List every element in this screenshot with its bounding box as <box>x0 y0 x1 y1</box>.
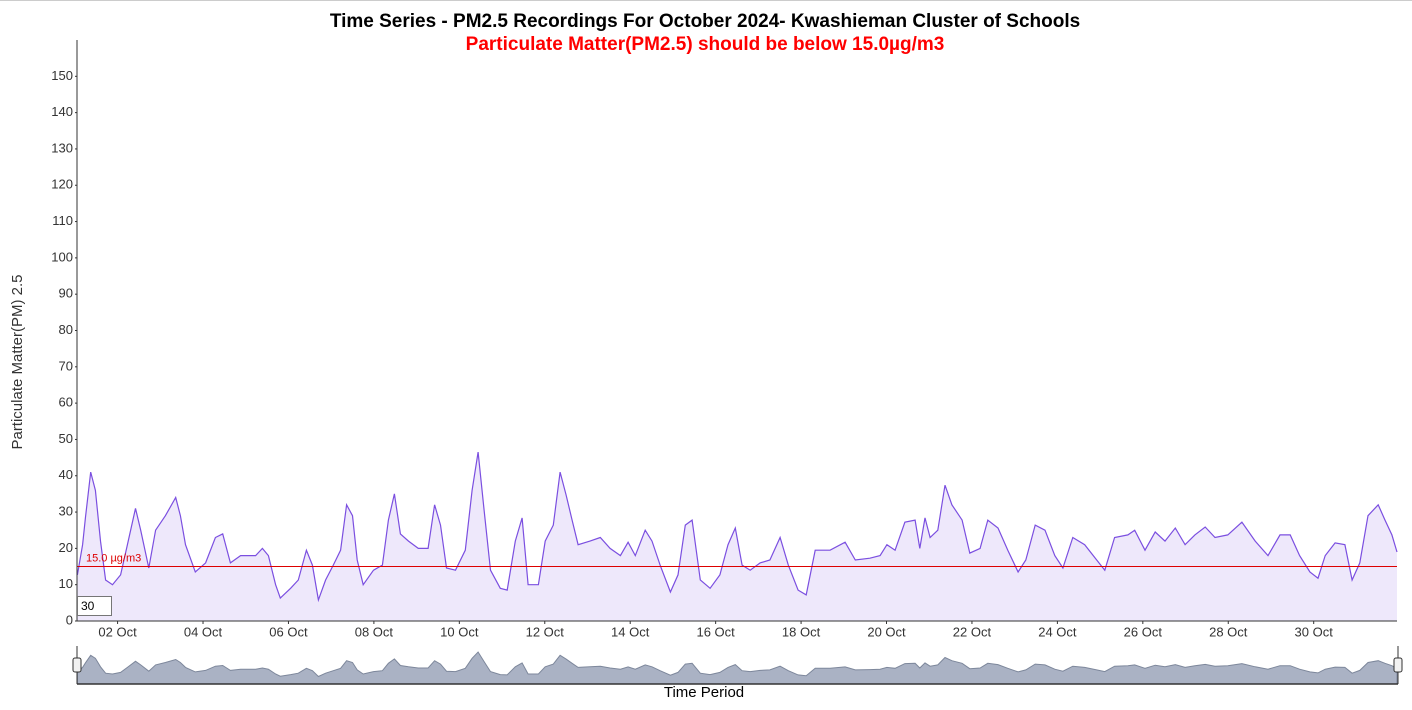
x-tick-label: 22 Oct <box>953 624 992 639</box>
chart-subtitle: Particulate Matter(PM2.5) should be belo… <box>466 34 945 55</box>
y-tick-label: 20 <box>59 540 73 555</box>
y-tick-label: 10 <box>59 576 73 591</box>
x-tick-label: 08 Oct <box>355 624 394 639</box>
y-tick-label: 140 <box>51 104 73 119</box>
y-tick-label: 0 <box>66 612 73 627</box>
y-tick-label: 50 <box>59 431 73 446</box>
area <box>77 452 1397 621</box>
x-tick-label: 10 Oct <box>440 624 479 639</box>
y-tick-label: 150 <box>51 68 73 83</box>
x-tick-label: 06 Oct <box>269 624 308 639</box>
x-tick-label: 14 Oct <box>611 624 650 639</box>
line <box>76 452 1398 603</box>
y-tick-label: 90 <box>59 286 73 301</box>
y-tick-label: 70 <box>59 358 73 373</box>
x-tick-label: 26 Oct <box>1124 624 1163 639</box>
y-tick-label: 80 <box>59 322 73 337</box>
y-tick-label: 30 <box>59 504 73 519</box>
y-tick-label: 60 <box>59 395 73 410</box>
y-axis-title: Particulate Matter(PM) 2.5 <box>9 274 26 449</box>
navigator-handle[interactable] <box>72 657 82 673</box>
x-axis-title: Time Period <box>664 684 744 701</box>
y-tick-label: 110 <box>52 213 73 228</box>
y-tick-label: 120 <box>51 177 73 192</box>
x-tick-label: 16 Oct <box>696 624 735 639</box>
zoom-input[interactable]: 30 <box>77 596 112 616</box>
y-tick-label: 130 <box>51 140 73 155</box>
x-tick-label: 28 Oct <box>1209 624 1248 639</box>
x-tick-label: 04 Oct <box>184 624 223 639</box>
threshold-label: 15.0 µg/m3 <box>86 552 141 564</box>
y-tick-label: 40 <box>59 467 73 482</box>
navigator-handle[interactable] <box>1393 657 1403 673</box>
x-tick-label: 20 Oct <box>867 624 906 639</box>
x-tick-label: 12 Oct <box>526 624 565 639</box>
y-tick-label: 100 <box>51 249 73 264</box>
navigator-area <box>76 651 1398 685</box>
x-tick-label: 02 Oct <box>98 624 137 639</box>
x-tick-label: 24 Oct <box>1038 624 1077 639</box>
x-tick-label: 30 Oct <box>1295 624 1334 639</box>
chart-title: Time Series - PM2.5 Recordings For Octob… <box>330 11 1080 32</box>
x-tick-label: 18 Oct <box>782 624 821 639</box>
